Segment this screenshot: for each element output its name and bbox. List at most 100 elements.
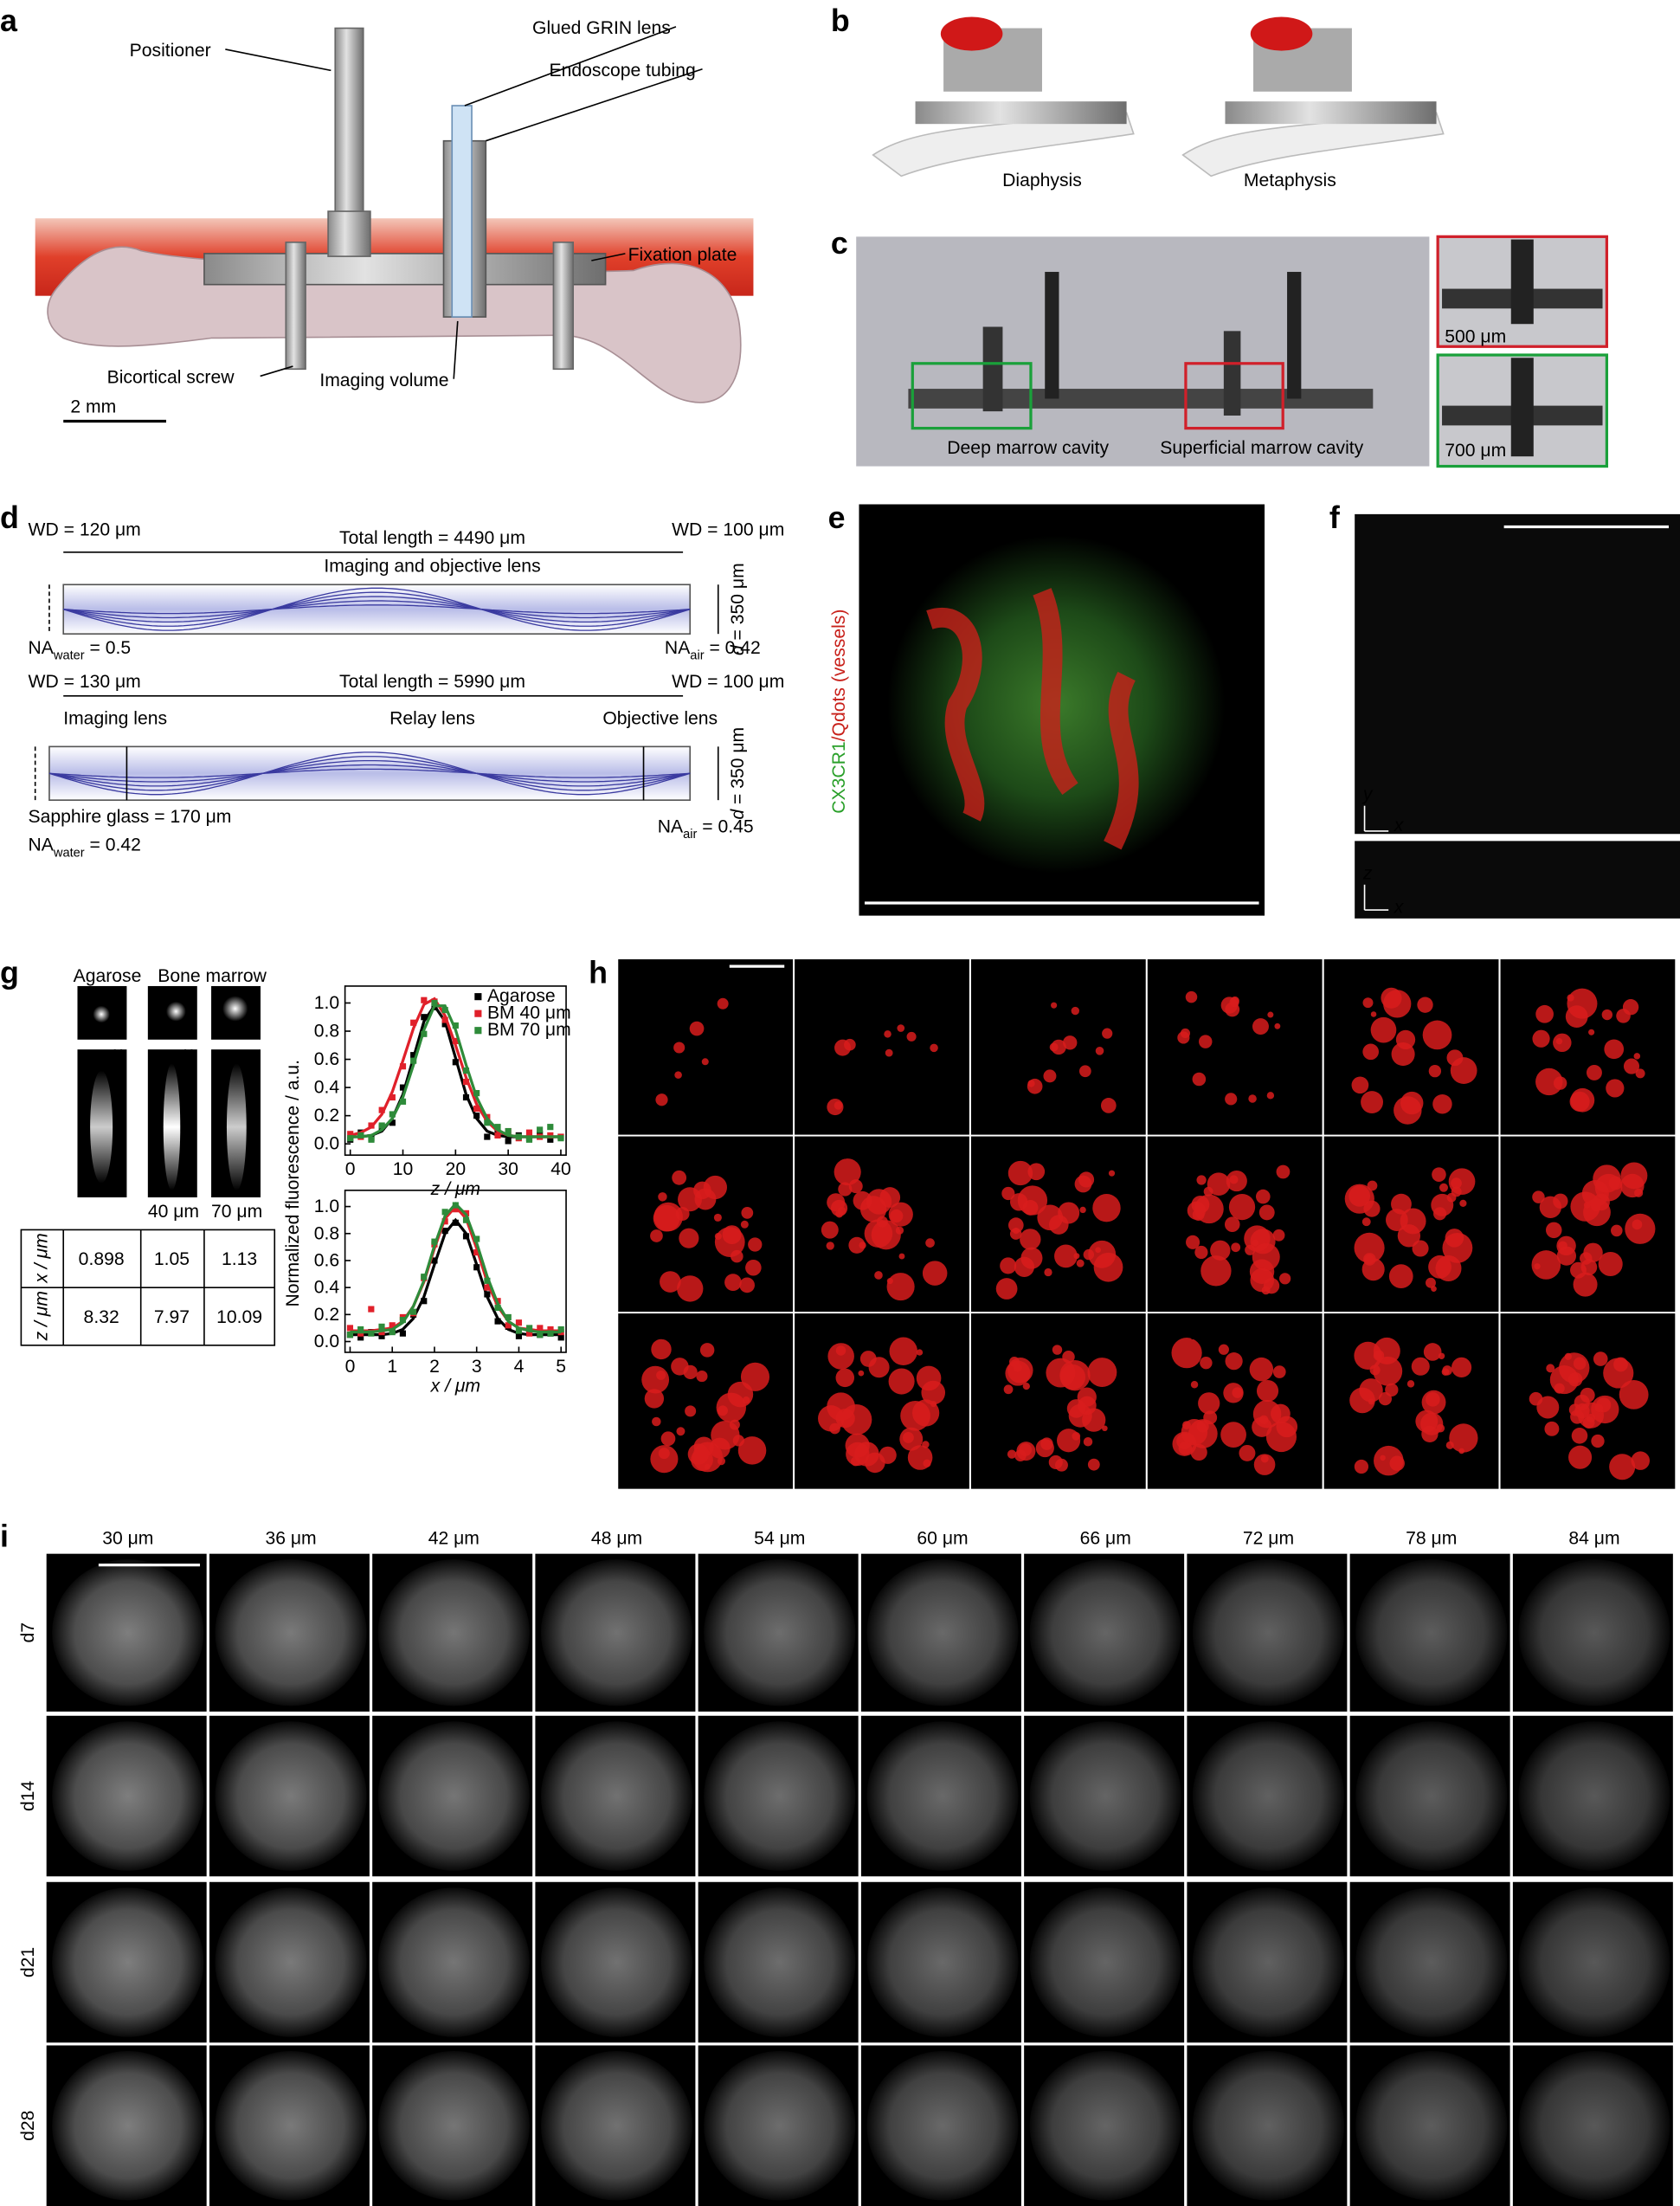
data-point <box>557 1326 564 1333</box>
caption: Metaphysis <box>1244 171 1336 190</box>
tile-signal <box>916 1365 942 1391</box>
tile-signal <box>1087 1358 1117 1387</box>
tile-signal <box>1073 1253 1080 1260</box>
column-header: Agarose <box>74 966 142 986</box>
tile-signal <box>1009 1193 1028 1211</box>
tile-signal <box>907 1445 933 1470</box>
data-point <box>399 1063 407 1070</box>
tile-signal <box>1186 1235 1200 1249</box>
data-point <box>526 1325 533 1332</box>
legend-label: BM 70 μm <box>487 1020 571 1040</box>
ray-path <box>63 587 691 631</box>
depth-label: 192 μm <box>1331 1320 1393 1340</box>
data-point <box>441 1228 448 1235</box>
channel-part: / <box>829 736 849 741</box>
data-point <box>484 1133 491 1140</box>
data-point <box>347 1131 354 1138</box>
tile-signal <box>876 1216 888 1228</box>
data-point <box>515 1319 523 1326</box>
data-point <box>484 1291 491 1298</box>
tile-signal <box>1586 1413 1596 1423</box>
data-point <box>347 1135 354 1142</box>
tile-signal <box>1388 1264 1413 1289</box>
tile-signal <box>652 1416 661 1427</box>
data-point <box>505 1138 512 1145</box>
ray-path <box>48 764 691 783</box>
axis-glyph: x <box>1394 816 1405 835</box>
callout: Fixation plate <box>628 245 737 265</box>
working-distance: WD = 100 μm <box>672 519 784 539</box>
tile-signal <box>679 1228 699 1248</box>
data-point <box>368 1306 375 1313</box>
tile-signal <box>1229 1175 1239 1184</box>
tile-signal <box>1535 1068 1563 1096</box>
tile-signal <box>660 1431 676 1447</box>
axis-glyph: y <box>151 1018 163 1038</box>
tile-signal <box>650 1229 663 1242</box>
tile-signal <box>739 1277 755 1293</box>
tile-signal <box>1532 1029 1550 1048</box>
tile-signal <box>741 1206 754 1219</box>
data-point <box>452 1037 459 1044</box>
tile-signal <box>1196 1175 1207 1185</box>
x-axis-label: z / μm <box>430 1179 480 1199</box>
tile-signal <box>1267 1011 1274 1018</box>
tile-signal <box>1022 1382 1030 1390</box>
depth-label: 48 μm <box>1331 966 1382 986</box>
tile-signal <box>1027 1078 1043 1094</box>
tile-signal <box>1355 1559 1508 1706</box>
tile-signal <box>52 1887 204 2037</box>
data-point <box>410 1052 417 1059</box>
tile-signal <box>1535 1004 1554 1023</box>
tile-signal <box>1355 1721 1508 1871</box>
data-point <box>389 1119 396 1126</box>
tile-signal <box>689 1021 705 1036</box>
microscopy-tile <box>1147 959 1323 1135</box>
tile-signal <box>1087 1458 1100 1471</box>
na-sub: air <box>690 648 704 662</box>
tile-signal <box>650 1445 679 1474</box>
depth-label: 72 μm <box>625 1144 676 1164</box>
x-tick-label: 5 <box>556 1357 566 1377</box>
data-point <box>557 1334 564 1341</box>
tile-signal <box>1370 1016 1397 1043</box>
tile-signal <box>691 1448 713 1472</box>
tile-signal <box>1625 1213 1656 1244</box>
tile-signal <box>1355 2051 1508 2201</box>
tile-signal <box>1071 1006 1080 1016</box>
tile-signal <box>1545 1222 1562 1239</box>
data-point <box>368 1136 375 1143</box>
data-point <box>526 1330 533 1337</box>
tile-signal <box>729 1419 740 1430</box>
tile-signal <box>1432 1167 1446 1182</box>
tile-signal <box>879 1446 897 1464</box>
tile-signal <box>1432 1093 1452 1114</box>
tile-signal <box>1380 1455 1386 1461</box>
axis-glyph: x <box>112 984 123 1004</box>
tile-signal <box>1362 1043 1380 1061</box>
leader-line <box>591 253 626 261</box>
tile-grid <box>616 958 1677 1489</box>
tile-signal <box>1534 1263 1541 1270</box>
data-point <box>441 1209 448 1216</box>
axis-glyph: x <box>112 1044 123 1064</box>
tile-signal <box>1078 1065 1091 1078</box>
tile-signal <box>826 1242 834 1250</box>
tile-signal <box>677 1275 704 1302</box>
tile-signal <box>889 1337 917 1365</box>
generated-content: a b c d e f g h i Positioner Glued GRIN lens Endosc… <box>0 3 1677 2206</box>
x-tick-label: 3 <box>472 1357 482 1377</box>
tile-signal <box>1439 1183 1448 1192</box>
tile-signal <box>1035 1438 1054 1458</box>
tile-signal <box>1095 1047 1104 1055</box>
tile-signal <box>693 1181 711 1200</box>
y-tick-label: 0.4 <box>314 1278 340 1298</box>
data-point <box>505 1313 512 1321</box>
x-tick-label: 0 <box>345 1159 356 1179</box>
tile-signal <box>827 1392 855 1422</box>
tile-signal <box>52 2051 204 2201</box>
data-point <box>399 1084 407 1091</box>
row-label: d28 <box>18 2111 38 2141</box>
data-point <box>537 1325 544 1332</box>
data-point <box>389 1322 396 1329</box>
